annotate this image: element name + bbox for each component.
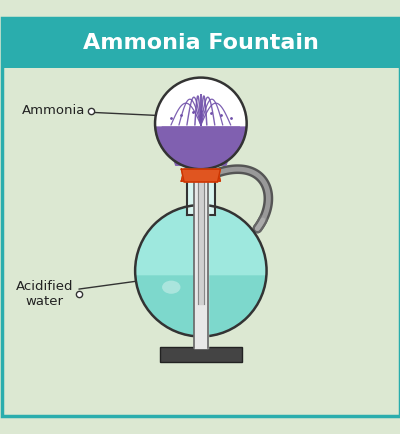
Circle shape: [155, 78, 247, 169]
Polygon shape: [198, 132, 204, 304]
Polygon shape: [181, 169, 220, 182]
Text: Ammonia: Ammonia: [22, 104, 178, 117]
Polygon shape: [135, 276, 266, 336]
Polygon shape: [194, 120, 208, 349]
Polygon shape: [155, 127, 246, 169]
Circle shape: [135, 205, 266, 336]
Ellipse shape: [162, 281, 180, 294]
Polygon shape: [162, 127, 240, 165]
FancyBboxPatch shape: [2, 18, 400, 68]
Polygon shape: [181, 169, 220, 181]
FancyBboxPatch shape: [160, 347, 242, 362]
Text: Acidified
water: Acidified water: [16, 278, 162, 308]
Polygon shape: [187, 179, 215, 215]
Text: Ammonia Fountain: Ammonia Fountain: [83, 33, 319, 53]
